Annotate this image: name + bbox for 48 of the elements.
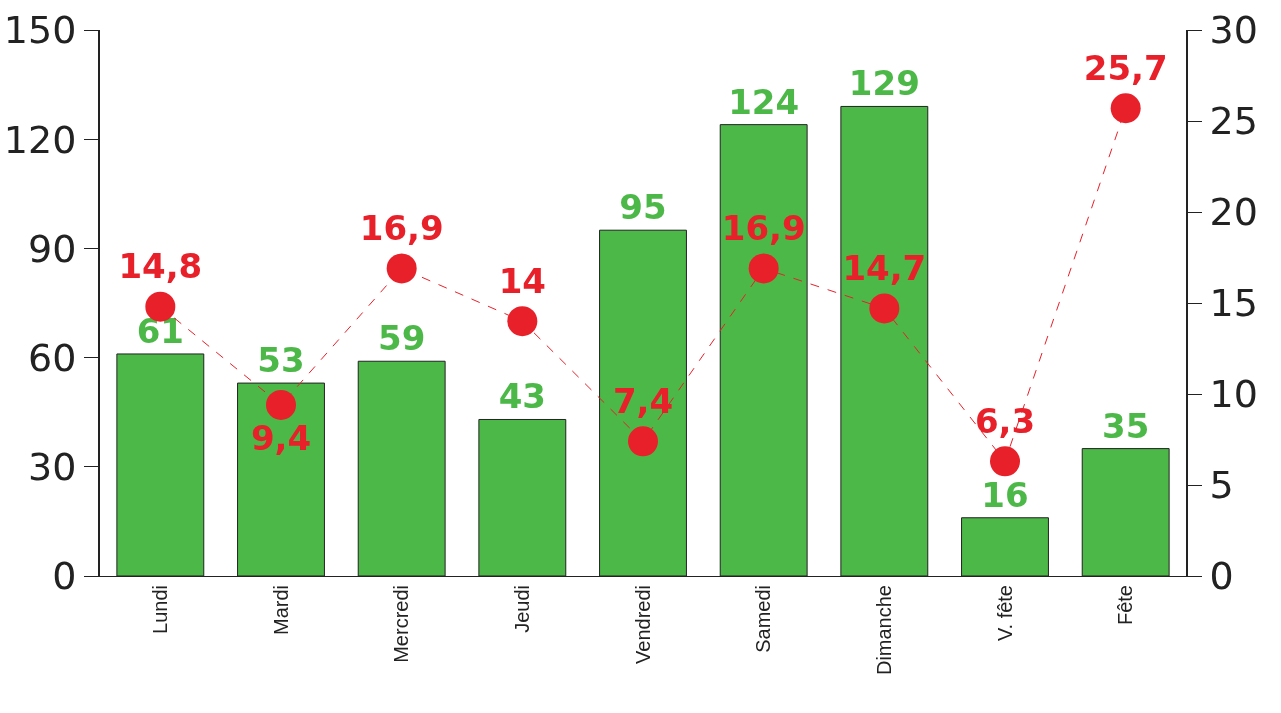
y2-tick-label: 25	[1209, 99, 1258, 144]
data-label: 124	[728, 81, 800, 122]
y-tick-label: 150	[3, 8, 77, 53]
point	[1110, 93, 1141, 124]
x-tick-label: Mardi	[269, 585, 292, 636]
x-tick-label: Fête	[1114, 585, 1137, 626]
data-label: 14	[498, 260, 546, 301]
data-label: 6,3	[974, 401, 1036, 442]
point	[507, 306, 538, 337]
y-tick-label: 60	[28, 335, 77, 380]
data-label: 53	[257, 340, 305, 381]
x-tick-label: V. fête	[993, 585, 1016, 641]
point	[628, 426, 658, 457]
y2-tick-label: 30	[1209, 8, 1258, 53]
data-label: 9,4	[250, 418, 312, 459]
y-tick-label: 90	[28, 226, 77, 271]
data-label: 95	[619, 187, 667, 228]
data-label: 7,4	[612, 381, 674, 422]
data-label: 16,9	[359, 208, 444, 249]
y2-tick-label: 15	[1209, 281, 1258, 326]
x-tick-label: Lundi	[148, 585, 171, 634]
data-label: 129	[848, 63, 920, 104]
data-label: 35	[1102, 405, 1150, 446]
x-tick-label: Dimanche	[872, 585, 895, 676]
x-tick-label: Vendredi	[631, 585, 654, 664]
data-label: 25,7	[1083, 48, 1168, 89]
y-tick-label: 30	[28, 445, 77, 490]
y2-tick-label: 5	[1209, 463, 1234, 508]
data-label: 61	[136, 310, 184, 351]
data-label: 14,7	[842, 248, 927, 289]
y-tick-label: 0	[52, 554, 77, 599]
data-label: 16	[981, 474, 1029, 515]
point	[869, 293, 900, 324]
point	[386, 253, 417, 284]
data-label: 59	[378, 318, 426, 359]
x-tick-label: Mercredi	[390, 585, 413, 663]
data-label: 16,9	[721, 208, 806, 249]
y-tick-label: 120	[3, 117, 77, 162]
point	[266, 389, 296, 420]
y2-tick-label: 0	[1209, 554, 1234, 599]
y2-tick-label: 10	[1209, 372, 1258, 417]
y2-tick-label: 20	[1209, 190, 1258, 235]
point	[748, 253, 779, 284]
data-label: 43	[498, 376, 546, 417]
x-tick-label: Jeudi	[510, 585, 533, 633]
point	[990, 446, 1020, 477]
data-label: 14,8	[118, 246, 203, 287]
x-tick-label: Samedi	[752, 585, 775, 653]
